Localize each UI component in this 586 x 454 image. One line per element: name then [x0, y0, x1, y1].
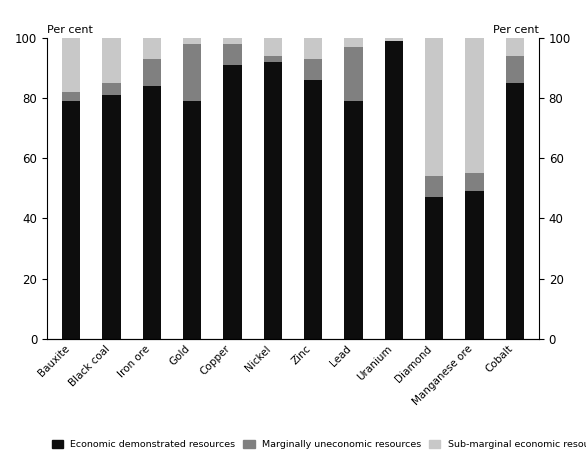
Bar: [345, 38, 363, 47]
Bar: [103, 95, 121, 339]
Bar: [465, 191, 483, 339]
Bar: [506, 38, 524, 56]
Bar: [506, 56, 524, 83]
Bar: [385, 40, 403, 339]
Bar: [62, 101, 80, 339]
Bar: [425, 38, 443, 176]
Bar: [103, 83, 121, 95]
Bar: [385, 38, 403, 40]
Bar: [506, 83, 524, 339]
Bar: [183, 44, 201, 101]
Bar: [425, 197, 443, 339]
Text: Per cent: Per cent: [493, 25, 539, 35]
Bar: [465, 173, 483, 191]
Bar: [264, 62, 282, 339]
Bar: [465, 38, 483, 173]
Bar: [62, 38, 80, 92]
Text: Per cent: Per cent: [47, 25, 93, 35]
Bar: [183, 38, 201, 44]
Bar: [143, 59, 161, 86]
Bar: [103, 38, 121, 83]
Bar: [143, 38, 161, 59]
Bar: [223, 38, 241, 44]
Legend: Economic demonstrated resources, Marginally uneconomic resources, Sub-marginal e: Economic demonstrated resources, Margina…: [52, 440, 586, 449]
Bar: [345, 101, 363, 339]
Bar: [304, 80, 322, 339]
Bar: [304, 38, 322, 59]
Bar: [345, 47, 363, 101]
Bar: [425, 176, 443, 197]
Bar: [183, 101, 201, 339]
Bar: [304, 59, 322, 80]
Bar: [143, 86, 161, 339]
Bar: [264, 56, 282, 62]
Bar: [264, 38, 282, 56]
Bar: [223, 64, 241, 339]
Bar: [223, 44, 241, 64]
Bar: [62, 92, 80, 101]
